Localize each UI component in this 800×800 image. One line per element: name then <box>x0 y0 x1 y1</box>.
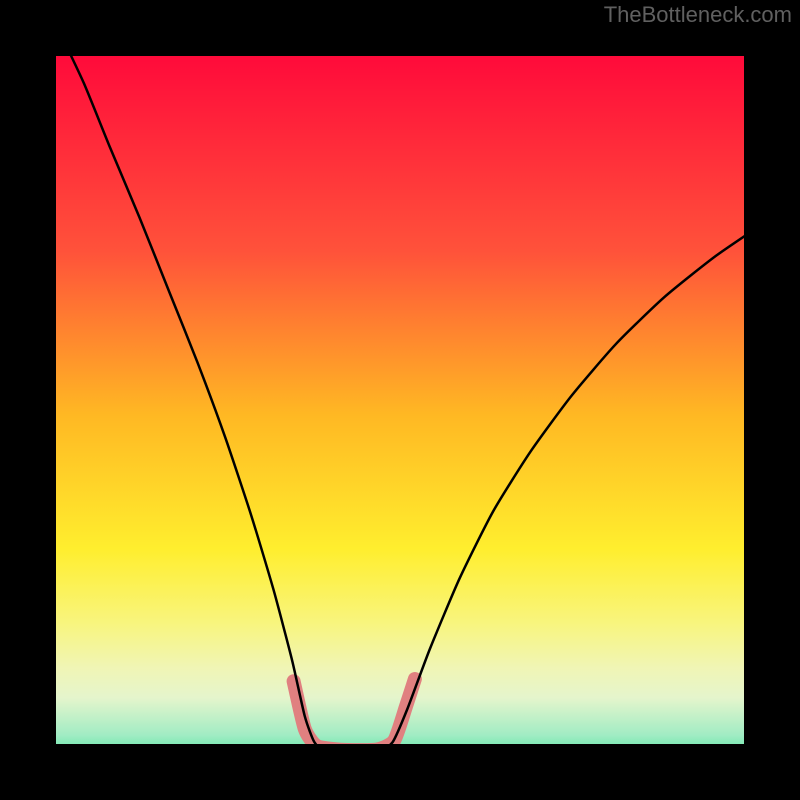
chart-stage: TheBottleneck.com <box>0 0 800 800</box>
bottleneck-chart <box>0 0 800 800</box>
watermark-text: TheBottleneck.com <box>604 2 792 28</box>
gradient-background <box>28 28 772 772</box>
